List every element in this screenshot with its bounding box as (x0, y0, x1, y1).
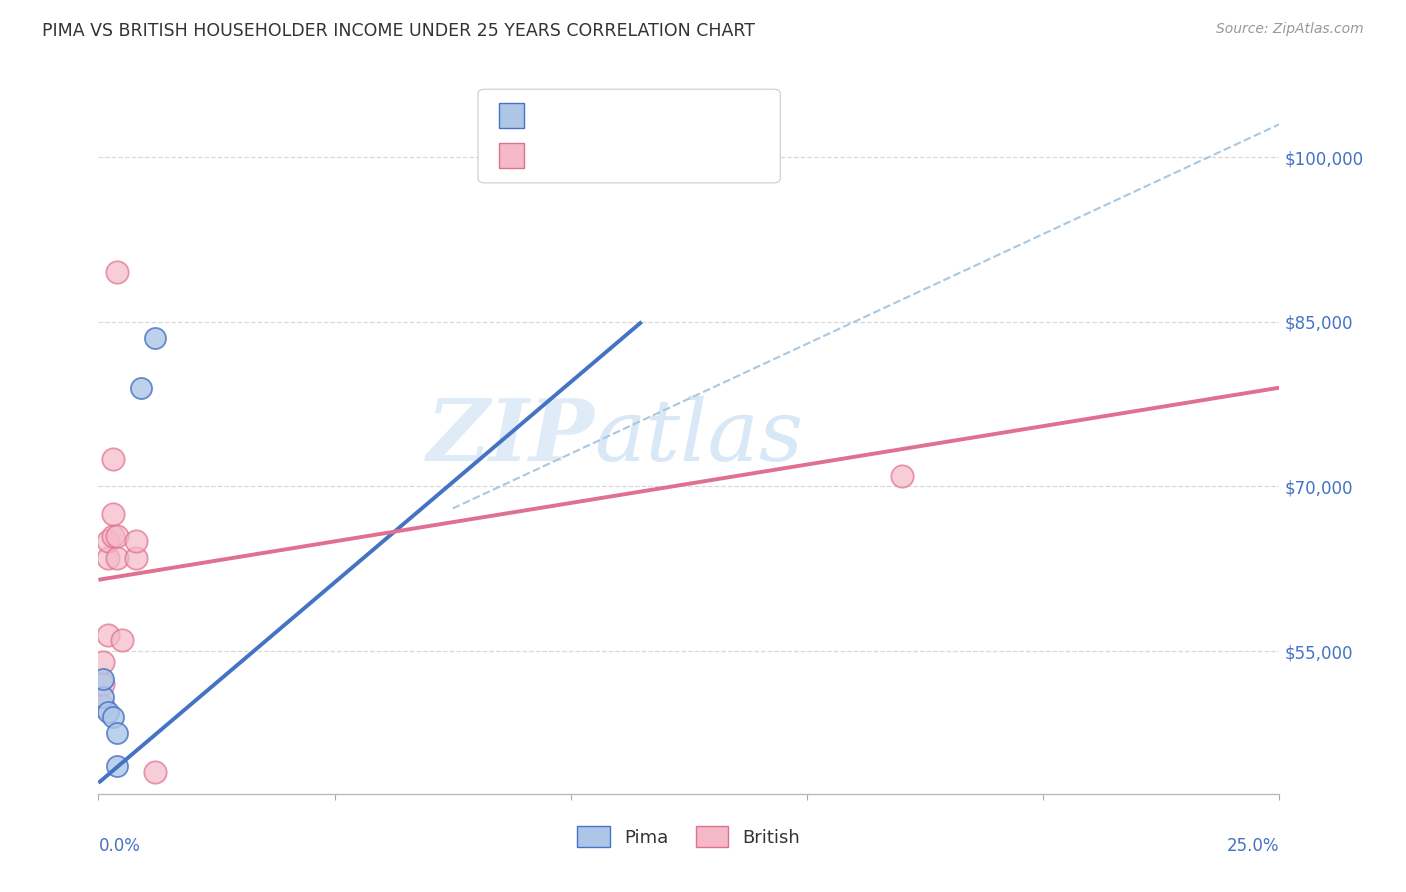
Point (129, 381, 152, 395)
Point (890, 468, 912, 483)
Text: 16: 16 (676, 146, 699, 164)
Text: 0.384: 0.384 (572, 146, 624, 164)
Point (105, 529, 128, 543)
Text: PIMA VS BRITISH HOUSEHOLDER INCOME UNDER 25 YEARS CORRELATION CHART: PIMA VS BRITISH HOUSEHOLDER INCOME UNDER… (42, 22, 755, 40)
Text: ZIP: ZIP (426, 395, 595, 479)
Point (143, 764, 166, 779)
Text: Source: ZipAtlas.com: Source: ZipAtlas.com (1216, 22, 1364, 37)
Point (105, 265, 128, 279)
Point (101, 710, 124, 724)
Point (97, 628, 120, 642)
Point (105, 726, 128, 740)
Point (91, 699, 114, 714)
Point (97, 550, 120, 565)
Text: 0.914: 0.914 (572, 106, 624, 124)
Point (101, 452, 124, 467)
Legend: Pima, British: Pima, British (568, 817, 810, 856)
Point (111, 633, 134, 648)
Point (143, 331, 166, 345)
Point (91, 672, 114, 686)
Point (101, 507, 124, 521)
Point (125, 550, 148, 565)
Text: N =: N = (637, 106, 673, 124)
Point (105, 759, 128, 773)
Point (105, 550, 128, 565)
Point (101, 529, 124, 543)
Point (91, 655, 114, 669)
Text: 6: 6 (676, 106, 688, 124)
Point (91, 677, 114, 691)
Point (97, 705, 120, 719)
Point (97, 534, 120, 549)
Text: atlas: atlas (595, 396, 804, 478)
Text: 25.0%: 25.0% (1227, 837, 1279, 855)
Point (91, 690, 114, 705)
Text: R =: R = (533, 146, 569, 164)
Point (125, 534, 148, 549)
Text: R =: R = (533, 106, 569, 124)
Text: 0.0%: 0.0% (98, 837, 141, 855)
Text: N =: N = (637, 146, 673, 164)
